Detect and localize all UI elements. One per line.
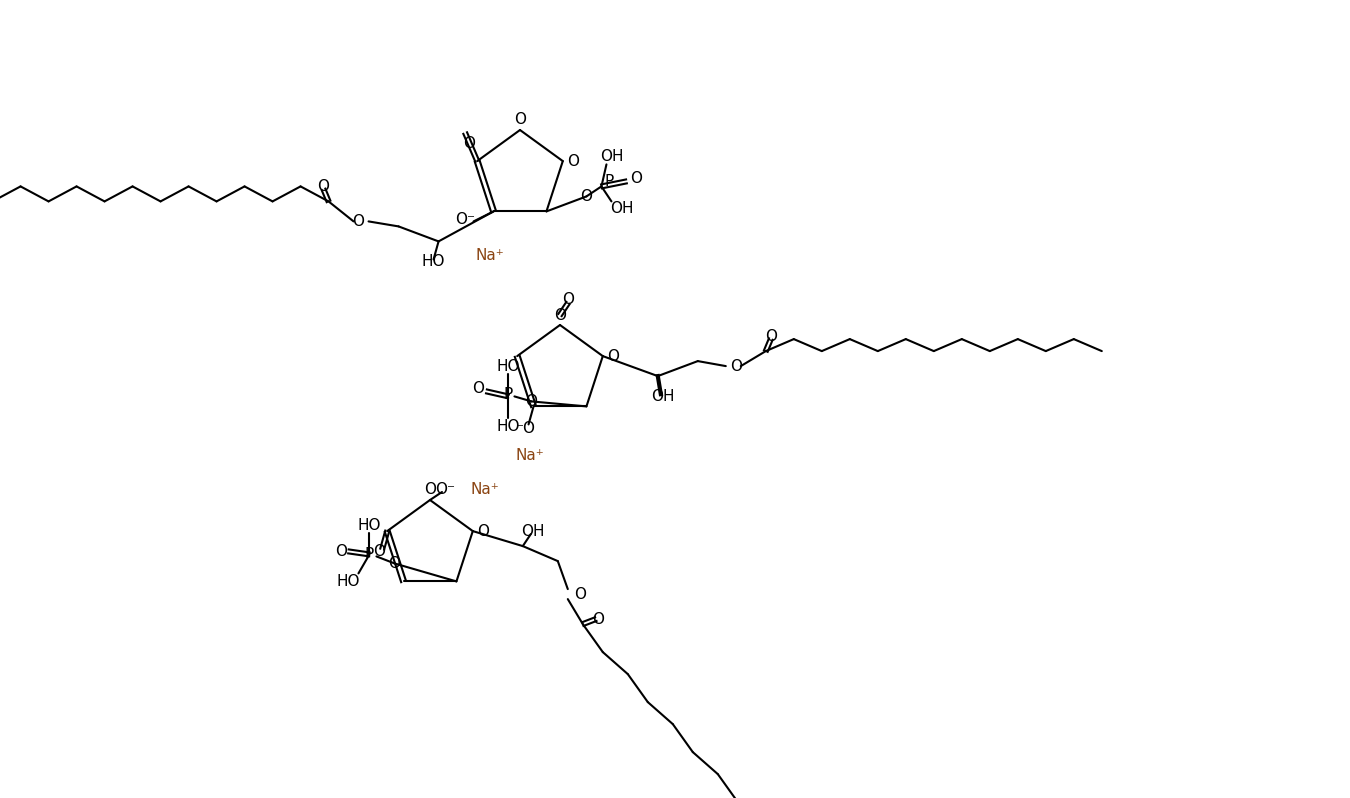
Text: O: O [730,358,741,373]
Text: O: O [580,189,593,204]
Text: P: P [364,547,374,562]
Text: O: O [335,544,347,559]
Text: O: O [567,153,579,168]
Text: HO: HO [358,518,381,533]
Text: P: P [605,174,614,189]
Text: HO: HO [497,419,520,434]
Text: Na⁺: Na⁺ [475,247,505,263]
Text: ⁻O: ⁻O [516,421,536,436]
Text: O: O [373,543,385,559]
Text: HO: HO [497,359,520,374]
Text: O: O [317,179,329,194]
Text: HO: HO [336,574,360,589]
Text: OH: OH [599,149,624,164]
Text: O: O [591,611,603,626]
Text: Na⁺: Na⁺ [516,448,544,463]
Text: O: O [352,214,365,229]
Text: O: O [630,171,643,186]
Text: P: P [504,387,513,402]
Text: O⁻: O⁻ [455,212,475,227]
Text: O: O [389,556,401,571]
Text: O⁻: O⁻ [435,483,455,497]
Text: HO: HO [421,254,446,269]
Text: O: O [424,483,436,497]
Text: O: O [514,113,526,128]
Text: O: O [606,349,618,364]
Text: Na⁺: Na⁺ [471,483,500,497]
Text: O: O [525,394,537,409]
Text: OH: OH [651,389,675,404]
Text: O: O [765,329,776,344]
Text: OH: OH [521,523,544,539]
Text: O: O [463,136,475,151]
Text: O: O [562,293,574,307]
Text: O: O [477,523,489,539]
Text: O: O [554,307,566,322]
Text: O: O [574,587,586,602]
Text: OH: OH [610,201,633,216]
Text: O: O [472,381,485,396]
